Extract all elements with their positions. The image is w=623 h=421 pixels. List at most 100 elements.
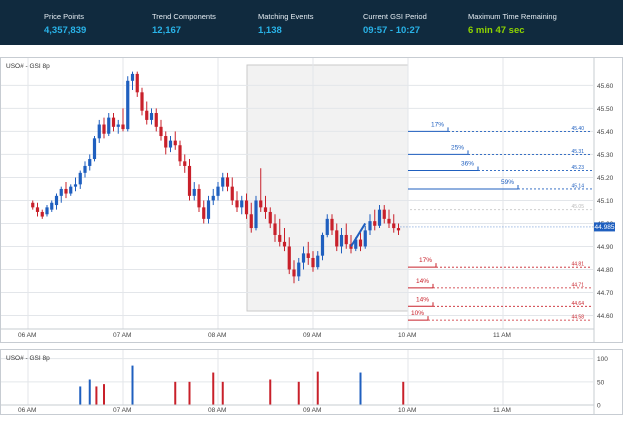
candle bbox=[268, 207, 272, 229]
candle-body bbox=[301, 253, 306, 263]
projection-probability: 59% bbox=[501, 179, 514, 186]
candle-body bbox=[192, 188, 196, 196]
candle bbox=[306, 241, 310, 265]
time-tick-label: 06 AM bbox=[18, 332, 36, 339]
price-chart[interactable]: 45.05 17% 45.40 25% 45.31 36% 45.23 59% 45.14 17%… bbox=[0, 57, 623, 343]
candle-body bbox=[339, 234, 344, 247]
candle bbox=[278, 218, 282, 247]
candle-body bbox=[306, 253, 310, 258]
candle bbox=[111, 113, 116, 132]
candle bbox=[202, 200, 206, 224]
candle-body bbox=[373, 221, 377, 226]
candle-body bbox=[149, 113, 154, 120]
stat-value: 6 min 47 sec bbox=[468, 25, 525, 36]
candle-body bbox=[116, 124, 120, 127]
candle-body bbox=[178, 145, 182, 162]
candle-body bbox=[164, 136, 168, 148]
candle bbox=[178, 140, 182, 166]
candle bbox=[73, 177, 78, 192]
candle bbox=[330, 214, 334, 235]
candle bbox=[31, 200, 35, 210]
candle bbox=[183, 154, 187, 173]
candle bbox=[197, 184, 201, 212]
candle bbox=[221, 172, 225, 192]
candle bbox=[126, 76, 130, 132]
stat-label: Trend Components bbox=[152, 12, 216, 21]
candle bbox=[335, 223, 339, 252]
candle-body bbox=[173, 140, 177, 146]
candle-body bbox=[135, 73, 139, 93]
candle bbox=[130, 71, 135, 91]
candle-body bbox=[249, 214, 253, 229]
price-tick-label: 45.10 bbox=[597, 198, 614, 205]
candle-body bbox=[235, 200, 239, 208]
candle-body bbox=[216, 186, 220, 196]
volume-time-tick-label: 09 AM bbox=[303, 407, 321, 414]
candle-body bbox=[50, 202, 54, 210]
candle bbox=[211, 188, 215, 206]
stat-current-gsi-period: Current GSI Period 09:57 - 10:27 bbox=[363, 12, 427, 36]
volume-bar bbox=[402, 381, 405, 405]
volume-bar bbox=[131, 365, 134, 405]
candle bbox=[254, 195, 258, 231]
candle bbox=[368, 214, 372, 235]
candle-body bbox=[273, 223, 277, 235]
projection-value: 44.81 bbox=[571, 262, 584, 268]
volume-time-tick-label: 07 AM bbox=[113, 407, 131, 414]
candle-body bbox=[69, 186, 73, 194]
price-tick-label: 45.60 bbox=[597, 83, 614, 90]
volume-bar bbox=[221, 381, 224, 405]
stat-value: 09:57 - 10:27 bbox=[363, 25, 421, 36]
candle bbox=[78, 170, 82, 189]
candle bbox=[301, 246, 306, 270]
candle-body bbox=[287, 246, 291, 270]
volume-time-tick-label: 10 AM bbox=[398, 407, 416, 414]
candle-body bbox=[344, 234, 348, 245]
candle-body bbox=[282, 241, 287, 247]
candle bbox=[249, 202, 253, 233]
candle-body bbox=[83, 165, 87, 173]
volume-bar bbox=[88, 379, 91, 405]
candle-body bbox=[382, 209, 386, 219]
candle-body bbox=[358, 239, 363, 247]
time-tick-label: 10 AM bbox=[398, 332, 416, 339]
candle-body bbox=[78, 172, 82, 185]
candle-body bbox=[168, 140, 173, 148]
candle bbox=[287, 237, 291, 275]
candle-body bbox=[221, 177, 225, 187]
price-tick-label: 45.50 bbox=[597, 106, 614, 113]
projection-probability: 17% bbox=[419, 257, 432, 264]
candle bbox=[92, 136, 97, 162]
volume-chart[interactable]: 0 50 100 06 AM 07 AM 08 AM 09 AM 10 AM 11 AM US… bbox=[0, 349, 623, 415]
price-tick-label: 44.70 bbox=[597, 290, 614, 297]
projection-value: 45.23 bbox=[571, 165, 584, 171]
price-tick-label: 44.80 bbox=[597, 267, 614, 274]
projection-value: 45.31 bbox=[571, 149, 584, 155]
volume-bar bbox=[297, 381, 300, 405]
candle bbox=[259, 168, 263, 212]
candle-body bbox=[121, 124, 125, 130]
candle-body bbox=[311, 257, 315, 268]
candle-body bbox=[59, 188, 63, 196]
candle bbox=[35, 202, 40, 217]
candle bbox=[154, 108, 158, 132]
projection-probability: 14% bbox=[416, 278, 429, 285]
candle-body bbox=[154, 113, 158, 127]
candle bbox=[240, 195, 244, 215]
projection-value: 44.58 bbox=[571, 315, 584, 321]
candle bbox=[54, 193, 59, 210]
candle bbox=[149, 108, 154, 125]
candle bbox=[145, 101, 149, 125]
candle bbox=[320, 232, 325, 261]
time-tick-label: 11 AM bbox=[493, 332, 511, 339]
candle bbox=[282, 228, 287, 252]
price-tick-label: 44.90 bbox=[597, 244, 614, 251]
projection-value: 45.40 bbox=[571, 126, 584, 132]
candle-body bbox=[392, 223, 396, 229]
candle-body bbox=[183, 161, 187, 166]
price-tick-label: 45.30 bbox=[597, 152, 614, 159]
stat-label: Current GSI Period bbox=[363, 12, 427, 21]
candle-body bbox=[240, 200, 244, 208]
chart-symbol-label: USO# - GSI 8p bbox=[6, 63, 50, 70]
candle bbox=[97, 119, 101, 143]
